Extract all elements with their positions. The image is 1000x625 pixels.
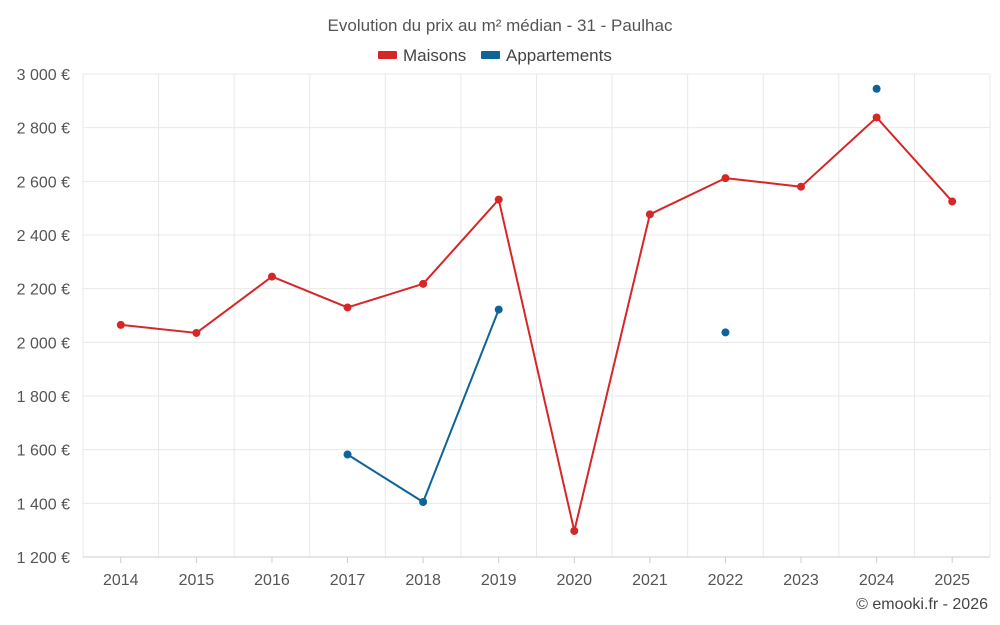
maisons-line-segment <box>875 116 954 203</box>
y-tick-label: 2 000 € <box>17 335 70 352</box>
maisons-line-segment <box>800 116 878 188</box>
maisons-point <box>116 320 125 329</box>
appartements-point <box>872 84 881 93</box>
y-tick-label: 2 400 € <box>17 228 70 245</box>
maisons-point <box>267 272 276 281</box>
y-tick-label: 1 600 € <box>17 443 70 460</box>
maisons-point <box>570 526 579 535</box>
chart-title: Evolution du prix au m² médian - 31 - Pa… <box>328 16 673 35</box>
maisons-line-segment <box>270 275 349 309</box>
x-tick-label: 2018 <box>405 572 441 589</box>
maisons-line-segment <box>346 282 425 309</box>
series-maisons <box>116 113 957 535</box>
maisons-line-segment <box>648 177 727 216</box>
x-tick-label: 2016 <box>254 572 290 589</box>
x-tick-label: 2023 <box>783 572 819 589</box>
x-tick-label: 2020 <box>556 572 592 589</box>
x-tick-label: 2014 <box>103 572 139 589</box>
y-tick-label: 2 600 € <box>17 174 70 191</box>
legend-label-appartements: Appartements <box>506 46 612 65</box>
maisons-line-segment <box>195 275 273 334</box>
series-appartements <box>343 84 881 506</box>
x-tick-label: 2017 <box>330 572 366 589</box>
y-tick-label: 1 200 € <box>17 550 70 567</box>
series-layer <box>116 84 957 535</box>
maisons-line-segment <box>422 198 500 285</box>
maisons-point <box>494 195 503 204</box>
x-tick-label: 2019 <box>481 572 517 589</box>
maisons-point <box>192 328 201 337</box>
x-tick-label: 2021 <box>632 572 668 589</box>
y-tick-label: 1 800 € <box>17 389 70 406</box>
appartements-line-segment <box>422 308 500 503</box>
y-tick-label: 2 800 € <box>17 121 70 138</box>
maisons-point <box>797 182 806 191</box>
y-tick-label: 2 200 € <box>17 282 70 299</box>
maisons-point <box>343 303 352 312</box>
appartements-point <box>419 497 428 506</box>
appartements-point <box>343 450 352 459</box>
x-tick-label: 2022 <box>708 572 744 589</box>
maisons-point <box>948 197 957 206</box>
credit-text: © emooki.fr - 2026 <box>856 596 988 613</box>
maisons-line-segment <box>573 213 651 532</box>
y-tick-label: 1 400 € <box>17 496 70 513</box>
x-tick-label: 2024 <box>859 572 895 589</box>
maisons-point <box>872 113 881 122</box>
legend-swatch-maisons <box>378 51 397 59</box>
maisons-point <box>419 279 428 288</box>
legend-label-maisons: Maisons <box>403 46 466 65</box>
maisons-point <box>721 174 730 183</box>
maisons-line-segment <box>724 177 803 188</box>
appartements-point <box>494 305 503 314</box>
axes: 1 200 € 1 400 € 1 600 € 1 800 € 2 000 € 2 200… <box>17 67 990 589</box>
appartements-line-segment <box>346 453 425 503</box>
x-tick-label: 2025 <box>934 572 970 589</box>
legend: Maisons Appartements <box>378 46 612 65</box>
maisons-line-segment <box>119 323 198 334</box>
x-tick-label: 2015 <box>179 572 215 589</box>
appartements-point <box>721 328 730 337</box>
y-tick-label: 3 000 € <box>17 67 70 84</box>
legend-swatch-appartements <box>481 51 500 59</box>
maisons-point <box>645 210 654 219</box>
maisons-line-segment <box>497 198 576 532</box>
